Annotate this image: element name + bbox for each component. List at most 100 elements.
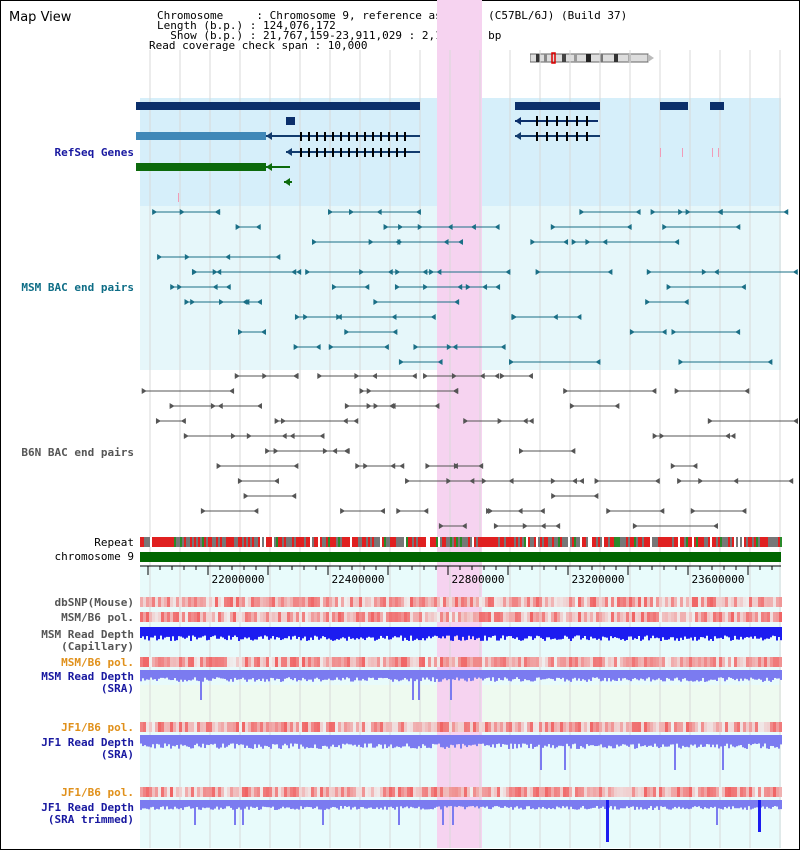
msm-sra-depth-bar (250, 670, 252, 680)
dbsnp-cell (680, 597, 683, 607)
msm-b6-pol-cell (524, 657, 527, 667)
msm-sra-depth-bar (624, 670, 626, 679)
b6n-bac-label[interactable]: B6N BAC end pairs (21, 446, 134, 459)
refseq-genes-label[interactable]: RefSeq Genes (54, 146, 134, 159)
jf1-sra-depth-bar (754, 735, 756, 744)
msm-sra-depth-bar (236, 670, 238, 680)
b6n-bac-pair-end (551, 493, 557, 499)
jf1-sra-depth-bar (766, 735, 768, 749)
b6n-bac-pair-end (570, 448, 576, 454)
msm-sra-depth-bar (498, 670, 500, 679)
msm-bac-label[interactable]: MSM BAC end pairs (21, 281, 134, 294)
jf1-trimmed-depth-bar (162, 800, 164, 807)
msm-sra-depth-bar (158, 670, 160, 679)
msm-capillary-depth-bar (730, 627, 732, 641)
jf1-b6-pol-cell (635, 722, 638, 732)
jf1-b6-pol-cell (518, 722, 521, 732)
jf1-trimmed-depth-bar (688, 800, 690, 810)
dbsnp-cell (404, 597, 407, 607)
b6n-bac-pair-end (744, 388, 750, 394)
repeat-block (564, 537, 566, 547)
jf1-b6-pol-cell (563, 787, 566, 797)
refseq-gene (710, 102, 724, 110)
msm-b6-pol-label-1[interactable]: MSM/B6 pol. (61, 611, 134, 624)
msm-sra-depth-bar (524, 670, 526, 680)
jf1-b6-pol-label-1[interactable]: JF1/B6 pol. (61, 721, 134, 734)
jf1-b6-pol-cell (338, 787, 341, 797)
msm-b6-pol-cell (266, 612, 269, 622)
jf1-b6-pol-cell (293, 722, 296, 732)
msm-bac-pair-end (315, 344, 321, 350)
dbsnp-cell (287, 597, 290, 607)
msm-sra-depth-bar (682, 670, 684, 679)
jf1-b6-pol-cell (407, 722, 410, 732)
msm-b6-pol-label-2[interactable]: MSM/B6 pol. (61, 656, 134, 669)
jf1-trimmed-depth-bar (364, 800, 366, 809)
msm-sra-depth-bar (232, 670, 234, 682)
jf1-b6-pol-cell (713, 722, 716, 732)
msm-sra-depth-bar (520, 670, 522, 682)
msm-b6-pol-cell (464, 657, 467, 667)
refseq-tick (178, 193, 179, 202)
jf1-sra-depth-bar (636, 735, 638, 749)
jf1-b6-pol-label-2[interactable]: JF1/B6 pol. (61, 786, 134, 799)
repeat-block (676, 537, 678, 547)
jf1-sra-depth-bar (464, 735, 466, 746)
jf1-sra-depth-bar (646, 735, 648, 747)
jf1-b6-pol-cell (638, 787, 641, 797)
jf1-b6-pol-cell (524, 722, 527, 732)
jf1-b6-pol-cell (593, 722, 596, 732)
jf1-read-depth-sra-label[interactable]: JF1 Read Depth (SRA) (41, 736, 134, 761)
jf1-trimmed-depth-bar (552, 800, 554, 809)
msm-b6-pol-cell (155, 657, 158, 667)
dbsnp-cell (599, 597, 602, 607)
msm-read-depth-sra-label[interactable]: MSM Read Depth (SRA) (41, 670, 134, 695)
jf1-sra-depth-bar (748, 735, 750, 744)
dbsnp-cell (266, 597, 269, 607)
msm-b6-pol-cell (644, 612, 647, 622)
msm-b6-pol-cell (332, 612, 335, 622)
msm-sra-depth-bar (758, 670, 760, 679)
jf1-read-depth-trimmed-label[interactable]: JF1 Read Depth (SRA trimmed) (41, 801, 134, 826)
jf1-sra-depth-bar (188, 735, 190, 747)
exon-mark (380, 132, 382, 141)
msm-read-depth-capillary-label[interactable]: MSM Read Depth (Capillary) (41, 628, 134, 653)
chromosome-ideogram[interactable] (530, 52, 654, 64)
jf1-b6-pol-cell (299, 722, 302, 732)
b6n-bac-pair-end (180, 418, 186, 424)
repeat-block (364, 537, 366, 547)
repeat-block (258, 537, 260, 547)
repeat-block (424, 537, 426, 547)
jf1-b6-pol-cell (365, 787, 368, 797)
jf1-b6-pol-cell (155, 722, 158, 732)
jf1-sra-depth-bar (686, 735, 688, 747)
jf1-b6-pol-cell (359, 722, 362, 732)
axis-tick-label: 22400000 (332, 573, 385, 586)
msm-capillary-depth-bar (708, 627, 710, 641)
dbsnp-cell (560, 597, 563, 607)
msm-capillary-depth-bar (398, 627, 400, 638)
jf1-b6-pol-cell (260, 787, 263, 797)
exon-mark (340, 132, 342, 141)
jf1-sra-depth-bar (770, 735, 772, 746)
jf1-b6-pol-cell (725, 787, 728, 797)
jf1-b6-pol-cell (608, 722, 611, 732)
jf1-b6-pol-cell (716, 722, 719, 732)
exon-mark (356, 148, 358, 157)
msm-b6-pol-cell (536, 612, 539, 622)
dbsnp-cell (419, 597, 422, 607)
jf1-sra-depth-bar (160, 735, 162, 748)
jf1-trimmed-depth-bar (428, 800, 430, 810)
msm-b6-pol-cell (662, 657, 665, 667)
jf1-sra-depth-bar (460, 735, 462, 749)
msm-sra-depth-bar (596, 670, 598, 678)
jf1-sra-depth-bar (728, 735, 730, 749)
dbsnp-cell (239, 597, 242, 607)
repeat-block (686, 537, 688, 547)
jf1-trimmed-depth-bar (354, 800, 356, 807)
msm-b6-pol-cell (497, 657, 500, 667)
repeat-block (646, 537, 648, 547)
msm-capillary-depth-bar (232, 627, 234, 638)
dbsnp-label[interactable]: dbSNP(Mouse) (54, 596, 134, 609)
